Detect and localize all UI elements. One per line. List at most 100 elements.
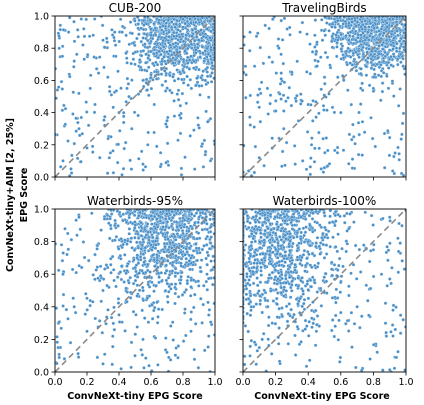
scatter-point	[252, 265, 256, 270]
scatter-point	[156, 363, 160, 367]
scatter-point	[179, 256, 184, 261]
scatter-point	[123, 253, 127, 257]
scatter-point	[60, 44, 65, 49]
scatter-point	[98, 274, 103, 278]
x-tick-label: 0.8	[366, 377, 381, 388]
scatter-point	[56, 85, 61, 89]
scatter-point	[176, 138, 180, 142]
scatter-point	[176, 97, 181, 102]
scatter-point	[371, 248, 376, 252]
scatter-point	[196, 366, 201, 370]
scatter-point	[135, 255, 139, 260]
scatter-point	[208, 158, 213, 163]
scatter-point	[176, 54, 181, 58]
scatter-point	[150, 222, 154, 226]
scatter-point	[323, 81, 327, 86]
scatter-point	[209, 57, 213, 62]
scatter-point	[349, 102, 354, 107]
scatter-point	[280, 38, 285, 42]
scatter-point	[177, 113, 182, 118]
scatter-point	[246, 296, 251, 301]
scatter-point	[324, 279, 329, 284]
scatter-point	[387, 35, 391, 39]
scatter-point	[149, 214, 153, 218]
scatter-point	[175, 68, 179, 72]
scatter-point	[314, 241, 318, 245]
scatter-point	[315, 64, 319, 68]
scatter-point	[55, 306, 59, 310]
scatter-point	[274, 247, 278, 252]
scatter-point	[205, 227, 209, 232]
scatter-point	[135, 283, 140, 287]
scatter-point	[194, 242, 198, 246]
scatter-point	[273, 231, 278, 236]
scatter-point	[210, 67, 215, 71]
diagonal-reference-line	[55, 209, 215, 372]
panels: CUB-2000.00.20.40.60.81.0TravelingBirdsW…	[34, 1, 414, 388]
scatter-point	[363, 210, 368, 215]
scatter-point	[376, 52, 381, 56]
scatter-point	[136, 22, 140, 26]
scatter-point	[153, 264, 157, 268]
scatter-point	[397, 221, 401, 226]
scatter-point	[396, 349, 400, 354]
scatter-point	[254, 248, 258, 252]
scatter-point	[243, 354, 247, 359]
scatter-point	[366, 38, 371, 42]
scatter-point	[141, 36, 145, 40]
scatter-point	[112, 305, 116, 310]
scatter-point	[149, 369, 154, 372]
scatter-point	[156, 213, 161, 218]
scatter-point	[161, 232, 165, 236]
scatter-point	[212, 31, 215, 35]
scatter-point	[205, 74, 210, 79]
scatter-point	[201, 302, 205, 307]
scatter-point	[248, 30, 252, 34]
scatter-point	[172, 51, 176, 55]
scatter-point	[334, 287, 339, 292]
scatter-point	[186, 83, 190, 87]
scatter-point	[243, 64, 248, 69]
scatter-point	[63, 106, 68, 111]
scatter-point	[144, 233, 149, 237]
scatter-point	[248, 93, 253, 98]
scatter-point	[101, 38, 105, 42]
scatter-point	[183, 16, 187, 19]
scatter-point	[327, 29, 331, 33]
scatter-point	[392, 154, 396, 159]
scatter-point	[377, 29, 381, 33]
scatter-point	[152, 102, 156, 107]
scatter-point	[129, 236, 134, 240]
scatter-point	[179, 209, 184, 212]
scatter-point	[333, 223, 337, 228]
scatter-point	[155, 236, 159, 240]
scatter-point	[140, 68, 144, 72]
scatter-point	[388, 219, 392, 223]
scatter-point	[286, 96, 290, 100]
scatter-point	[194, 211, 199, 215]
scatter-point	[55, 88, 60, 92]
scatter-point	[383, 301, 388, 305]
scatter-point	[271, 299, 276, 303]
scatter-point	[158, 218, 163, 223]
scatter-point	[186, 43, 191, 48]
scatter-point	[350, 345, 354, 349]
scatter-point	[163, 288, 168, 293]
scatter-point	[95, 247, 99, 251]
scatter-point	[161, 225, 165, 229]
scatter-point	[255, 261, 259, 266]
scatter-point	[319, 55, 323, 59]
scatter-point	[58, 23, 63, 28]
scatter-point	[160, 83, 165, 87]
scatter-point	[303, 230, 308, 235]
scatter-point	[359, 24, 363, 29]
scatter-point	[155, 321, 160, 325]
scatter-point	[200, 227, 205, 232]
scatter-point	[363, 19, 368, 23]
scatter-point	[200, 321, 204, 325]
scatter-point	[391, 47, 395, 51]
scatter-point	[360, 314, 364, 318]
scatter-point	[66, 30, 71, 34]
scatter-point	[111, 149, 115, 153]
scatter-point	[67, 174, 72, 177]
